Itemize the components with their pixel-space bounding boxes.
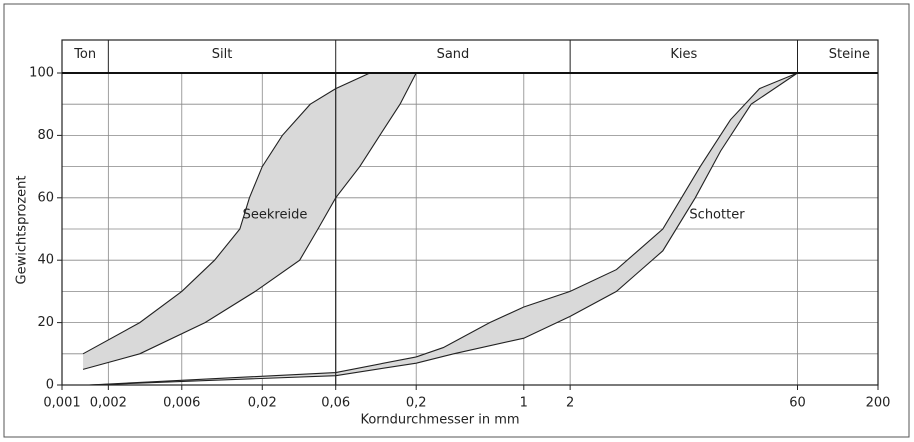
y-axis-label: Gewichtsprozent: [15, 176, 30, 285]
zone-label: Silt: [212, 47, 233, 62]
x-tick-label: 60: [789, 396, 806, 411]
x-tick-label: 2: [566, 396, 574, 411]
y-tick-label: 100: [29, 66, 54, 81]
plot-frame: [61, 39, 879, 386]
x-tick-label: 200: [866, 396, 891, 411]
x-tick-label: 0,2: [406, 396, 427, 411]
band-fill: [83, 73, 417, 370]
y-tick-label: 20: [37, 315, 54, 330]
y-tick-label: 40: [37, 253, 54, 268]
x-tick-label: 0,002: [90, 396, 127, 411]
band-upper-edge: [82, 72, 371, 355]
zone-label: Sand: [437, 47, 470, 62]
zone-label: Kies: [670, 47, 697, 62]
x-tick-label: 0,006: [163, 396, 200, 411]
x-tick-label: 0,02: [248, 396, 277, 411]
y-tick-label: 0: [46, 378, 54, 393]
x-tick-label: 1: [520, 396, 528, 411]
frame: [3, 3, 910, 438]
band-label: Seekreide: [243, 208, 308, 223]
band-lower-edge: [89, 72, 798, 386]
zone-label: Steine: [829, 47, 870, 62]
x-tick-label: 0,001: [43, 396, 80, 411]
band-label: Schotter: [689, 208, 745, 223]
band-upper-edge: [89, 72, 798, 386]
x-tick-label: 0,06: [321, 396, 350, 411]
x-axis-label: Korndurchmesser in mm: [360, 413, 519, 428]
y-tick-label: 60: [37, 190, 54, 205]
y-tick-label: 80: [37, 128, 54, 143]
zone-label: Ton: [73, 47, 96, 62]
band-lower-edge: [82, 72, 417, 370]
